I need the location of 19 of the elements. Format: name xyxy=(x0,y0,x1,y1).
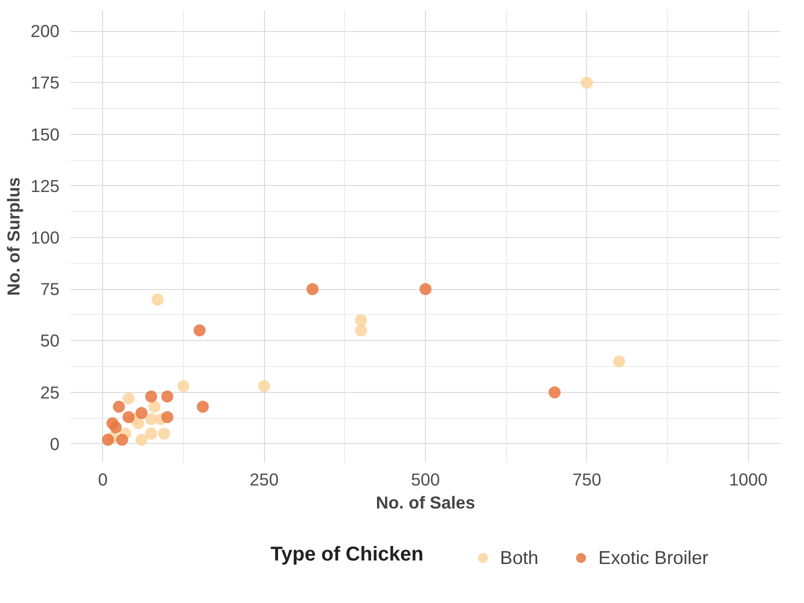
x-tick-label: 0 xyxy=(98,470,108,490)
legend-title: Type of Chicken xyxy=(270,544,424,566)
y-tick-label: 0 xyxy=(50,434,60,454)
y-tick-label: 100 xyxy=(30,228,60,248)
y-axis-title: No. of Surplus xyxy=(4,177,24,296)
x-tick-label: 250 xyxy=(250,470,279,490)
x-tick-label: 500 xyxy=(411,470,440,490)
x-tick-label: 1000 xyxy=(728,470,768,490)
y-tick-label: 75 xyxy=(40,279,60,300)
x-axis-title: No. of Sales xyxy=(376,492,476,512)
x-tick-label: 750 xyxy=(572,470,602,490)
y-tick-label: 25 xyxy=(40,382,60,402)
y-tick-label: 175 xyxy=(30,72,60,93)
y-tick-label: 150 xyxy=(30,124,60,144)
y-tick-label: 50 xyxy=(40,330,60,351)
legend-label: Exotic Broiler xyxy=(598,546,708,568)
y-tick-label: 125 xyxy=(30,176,60,196)
legend-label: Both xyxy=(500,546,538,568)
y-tick-label: 200 xyxy=(30,21,60,42)
